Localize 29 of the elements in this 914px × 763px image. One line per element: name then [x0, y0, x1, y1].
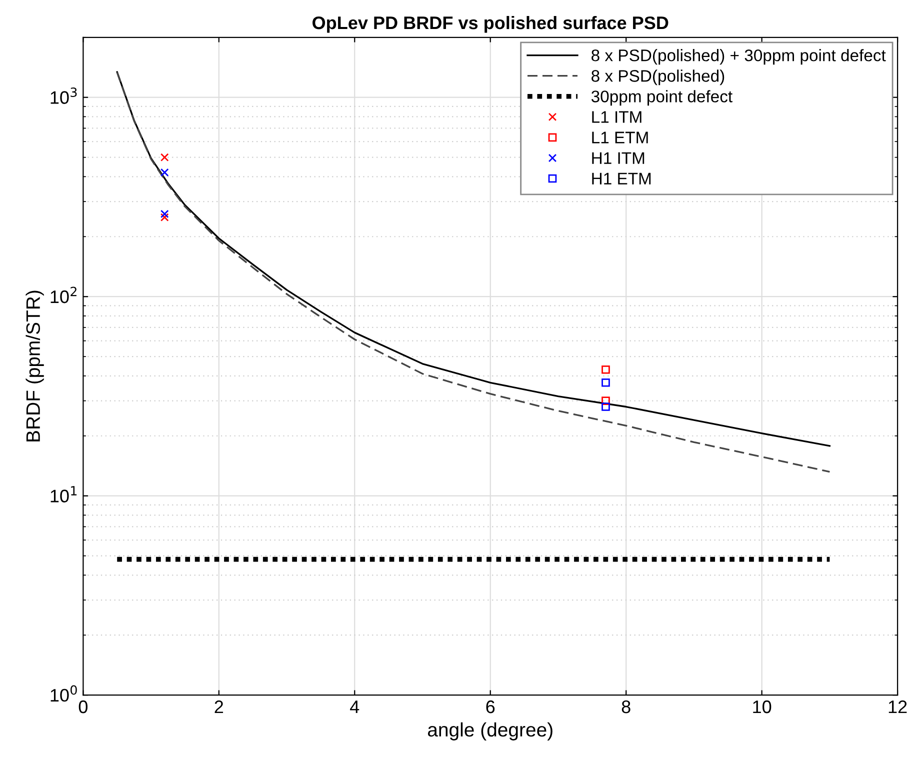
legend-label: L1 ITM	[592, 111, 642, 123]
y-tick-label: 10$^{1}$	[50, 486, 77, 502]
x-axis-title: angle (degree)	[428, 722, 552, 740]
point	[160, 213, 169, 222]
point	[160, 168, 169, 177]
point	[602, 378, 610, 387]
y-tick-label: 10$^{2}$	[50, 286, 76, 304]
x-tick-label: 2	[214, 700, 224, 714]
x-tick-label: 10	[753, 700, 772, 714]
x-tick-label: 0	[78, 700, 88, 714]
legend-label: 8 x PSD(polished) + 30ppm point defect	[592, 49, 886, 65]
x-tick-label: 12	[888, 700, 907, 714]
y-tick-label: 10$^{3}$	[50, 87, 77, 104]
point	[602, 365, 610, 374]
chart-title: OpLev PD BRDF vs polished surface PSD	[312, 16, 668, 33]
point	[602, 402, 610, 411]
point	[160, 210, 169, 218]
legend-label: 8 x PSD(polished)	[592, 70, 724, 86]
point	[160, 153, 169, 162]
x-tick-label: 4	[350, 700, 360, 714]
y-axis-title: BRDF (ppm/STR)	[26, 290, 44, 442]
legend-label: H1 ITM	[592, 152, 644, 164]
legend-label: 30ppm point defect	[591, 90, 732, 106]
y-tick-label: 10$^{0}$	[50, 685, 77, 702]
point	[602, 396, 610, 405]
legend-label: H1 ETM	[592, 172, 651, 184]
x-tick-label: 6	[486, 700, 495, 714]
x-tick-label: 8	[622, 700, 630, 714]
legend-label: L1 ETM	[592, 132, 648, 144]
